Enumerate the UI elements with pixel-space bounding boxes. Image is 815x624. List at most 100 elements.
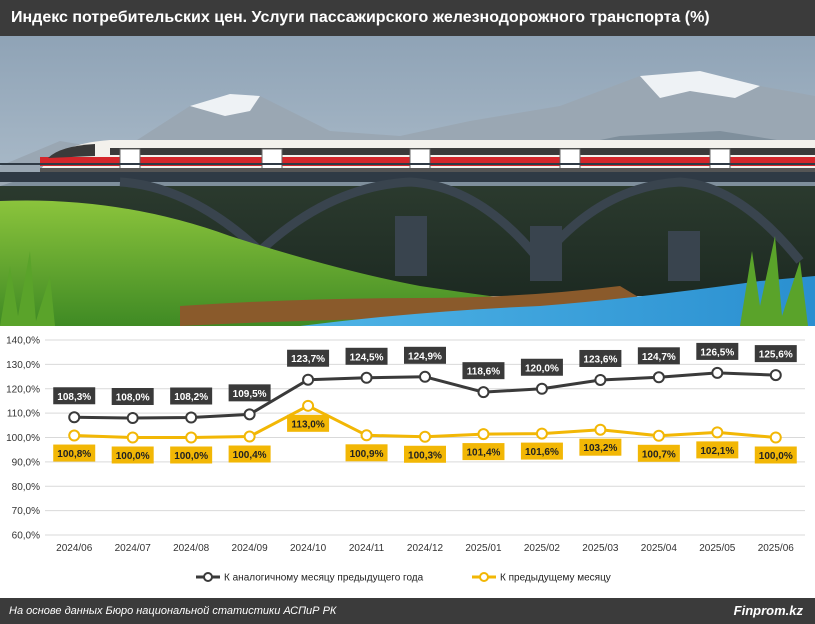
y-tick-label: 120,0%	[6, 384, 40, 395]
data-point[interactable]	[594, 373, 607, 386]
svg-text:К предыдущему месяцу: К предыдущему месяцу	[500, 573, 611, 584]
data-point[interactable]	[126, 431, 139, 444]
legend-item-mom[interactable]: К предыдущему месяцу	[472, 572, 611, 584]
svg-text:124,5%: 124,5%	[350, 352, 384, 363]
data-point[interactable]	[769, 369, 782, 382]
svg-text:К аналогичному месяцу предыдущ: К аналогичному месяцу предыдущего года	[224, 573, 424, 584]
data-label: 100,8%	[53, 444, 96, 462]
x-tick-label: 2025/06	[758, 543, 795, 554]
data-label: 108,0%	[111, 388, 154, 405]
svg-text:100,8%: 100,8%	[57, 449, 91, 460]
y-tick-label: 100,0%	[6, 433, 40, 444]
svg-text:124,7%: 124,7%	[642, 352, 676, 363]
y-tick-label: 70,0%	[12, 506, 40, 517]
data-label: 100,4%	[228, 445, 271, 463]
y-axis: 140,0% 130,0% 120,0% 110,0% 100,0% 90,0% 80,0%…	[6, 336, 40, 542]
svg-text:108,3%: 108,3%	[57, 392, 91, 403]
data-label: 113,0%	[287, 414, 330, 432]
data-point[interactable]	[594, 423, 607, 436]
footer: На основе данных Бюро национальной стати…	[0, 598, 815, 624]
legend: К аналогичному месяцу предыдущего года К …	[196, 572, 611, 584]
svg-text:124,9%: 124,9%	[408, 351, 442, 362]
data-point[interactable]	[68, 429, 81, 442]
data-label: 100,0%	[754, 446, 797, 464]
data-label: 118,6%	[462, 362, 505, 380]
y-tick-label: 80,0%	[12, 482, 40, 493]
data-label: 126,5%	[696, 342, 739, 360]
data-point[interactable]	[535, 382, 548, 395]
data-point[interactable]	[535, 427, 548, 440]
data-label: 120,0%	[520, 358, 563, 376]
svg-text:102,1%: 102,1%	[700, 446, 734, 457]
x-tick-label: 2024/06	[56, 543, 93, 554]
x-tick-label: 2024/07	[115, 543, 152, 554]
brand-logo-text[interactable]: Finprom.kz	[733, 603, 803, 618]
data-label: 101,6%	[520, 442, 563, 460]
data-label: 100,7%	[637, 444, 680, 462]
data-point[interactable]	[243, 430, 256, 443]
data-label: 108,2%	[170, 387, 213, 405]
svg-text:123,6%: 123,6%	[583, 354, 617, 365]
svg-text:123,7%: 123,7%	[291, 354, 325, 365]
line-chart: 140,0% 130,0% 120,0% 110,0% 100,0% 90,0% 80,0%…	[0, 326, 815, 598]
svg-text:103,2%: 103,2%	[583, 443, 617, 454]
svg-text:100,0%: 100,0%	[174, 451, 208, 462]
svg-text:125,6%: 125,6%	[759, 350, 793, 361]
data-point[interactable]	[302, 373, 315, 386]
data-point[interactable]	[711, 366, 724, 379]
data-label: 101,4%	[462, 443, 505, 461]
legend-item-yoy[interactable]: К аналогичному месяцу предыдущего года	[196, 572, 424, 584]
x-tick-label: 2024/11	[349, 543, 385, 554]
data-point[interactable]	[68, 411, 81, 424]
data-point[interactable]	[419, 430, 431, 443]
x-tick-label: 2024/09	[232, 543, 269, 554]
chart-title: Индекс потребительских цен. Услуги пасса…	[0, 0, 815, 36]
train	[40, 140, 815, 172]
y-tick-label: 140,0%	[6, 336, 40, 347]
data-point[interactable]	[360, 429, 373, 442]
y-tick-label: 60,0%	[12, 531, 40, 542]
svg-text:101,4%: 101,4%	[467, 448, 501, 459]
data-point[interactable]	[126, 412, 139, 424]
svg-text:109,5%: 109,5%	[233, 389, 267, 400]
data-label: 124,7%	[637, 347, 680, 365]
svg-text:108,2%: 108,2%	[174, 392, 208, 403]
data-point[interactable]	[243, 408, 256, 421]
data-point[interactable]	[185, 431, 198, 444]
svg-text:100,0%: 100,0%	[759, 451, 793, 462]
data-point[interactable]	[769, 431, 782, 444]
svg-text:118,6%: 118,6%	[467, 367, 500, 378]
data-label: 108,3%	[53, 387, 96, 405]
x-tick-label: 2025/01	[465, 543, 502, 554]
data-label: 102,1%	[696, 441, 739, 459]
data-point[interactable]	[652, 371, 665, 384]
x-tick-label: 2024/12	[407, 543, 444, 554]
svg-text:101,6%: 101,6%	[525, 447, 559, 458]
x-tick-label: 2025/03	[582, 543, 619, 554]
svg-text:113,0%: 113,0%	[291, 419, 324, 430]
source-note: На основе данных Бюро национальной стати…	[9, 605, 337, 617]
x-tick-label: 2025/02	[524, 543, 561, 554]
data-point[interactable]	[185, 411, 198, 424]
data-point[interactable]	[477, 386, 490, 399]
data-label: 100,3%	[404, 445, 446, 463]
data-label: 124,9%	[404, 346, 446, 364]
data-point[interactable]	[711, 426, 724, 439]
data-label: 103,2%	[579, 438, 622, 456]
x-tick-label: 2025/04	[641, 543, 678, 554]
y-tick-label: 130,0%	[6, 360, 40, 371]
svg-text:100,9%: 100,9%	[350, 449, 384, 460]
svg-text:100,0%: 100,0%	[116, 451, 150, 462]
data-point[interactable]	[419, 370, 431, 383]
train-bridge-illustration	[0, 36, 815, 326]
data-point[interactable]	[652, 429, 665, 442]
y-tick-label: 90,0%	[12, 457, 40, 468]
data-point[interactable]	[360, 371, 373, 384]
data-label: 100,9%	[345, 444, 388, 462]
x-axis: 2024/06 2024/07 2024/08 2024/09 2024/10 2024/…	[56, 543, 794, 554]
svg-text:120,0%: 120,0%	[525, 363, 559, 374]
data-point[interactable]	[477, 428, 490, 441]
data-point[interactable]	[302, 399, 315, 412]
y-tick-label: 110,0%	[7, 409, 40, 420]
data-label: 100,0%	[170, 446, 213, 464]
